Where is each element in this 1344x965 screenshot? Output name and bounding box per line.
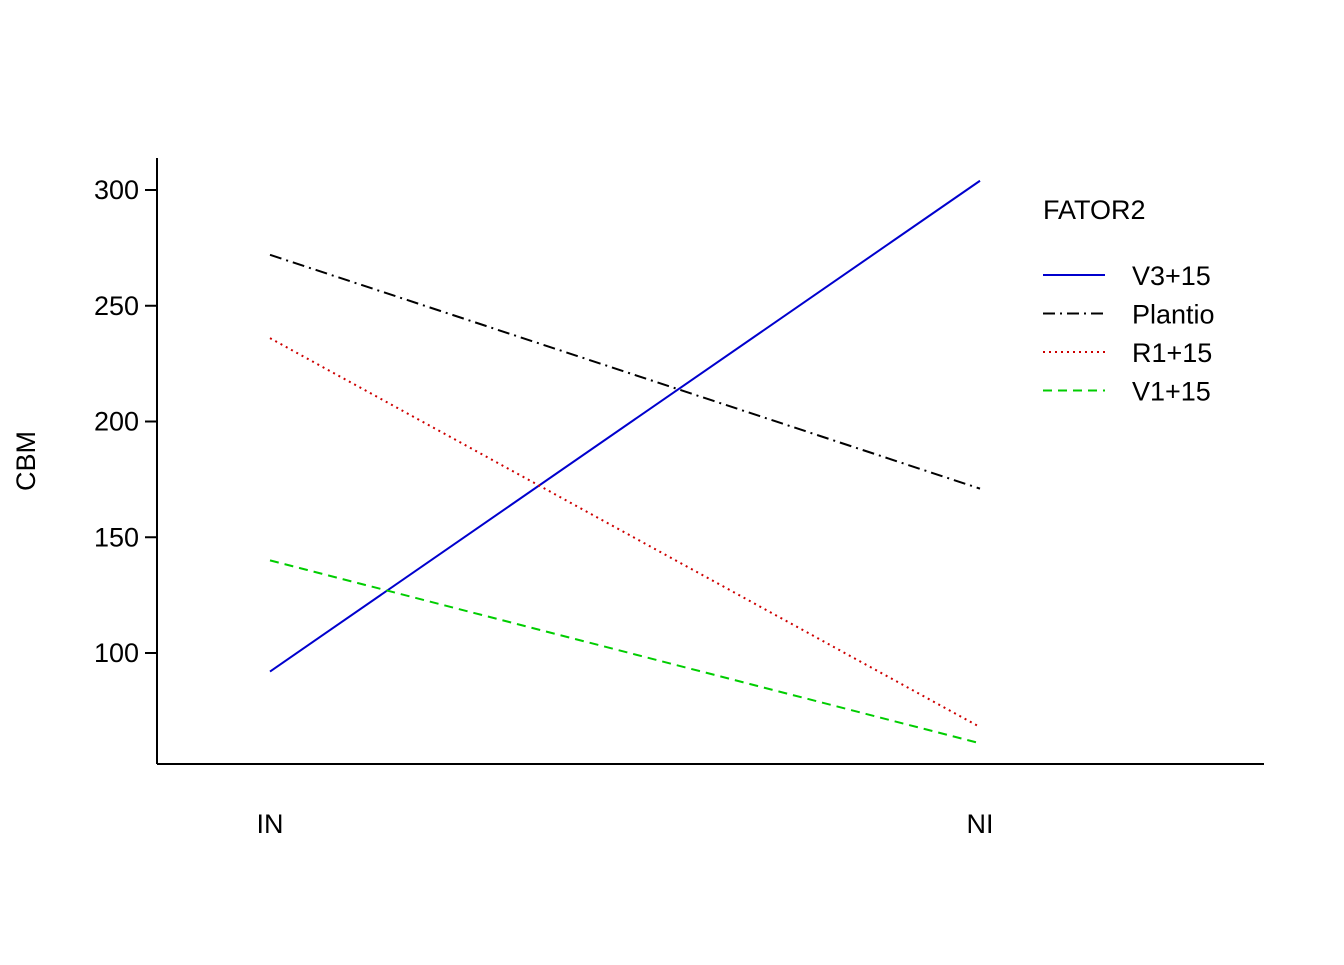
series-line-4 — [269, 559, 981, 745]
legend-title: FATOR2 — [1043, 195, 1146, 225]
y-tick-label: 300 — [94, 175, 139, 205]
y-tick-label: 250 — [94, 291, 139, 321]
series-line-3 — [269, 337, 981, 728]
legend-label: V3+15 — [1132, 261, 1211, 291]
legend: FATOR2 V3+15 Plantio R1+15 V1+15 — [1043, 195, 1215, 407]
y-tick-label: 100 — [94, 638, 139, 668]
x-tick-label: IN — [257, 809, 284, 839]
legend-label: R1+15 — [1132, 338, 1212, 368]
series-lines — [269, 179, 981, 745]
y-tick-label: 150 — [94, 522, 139, 552]
x-tick-labels: IN NI — [257, 809, 994, 839]
series-line-2 — [269, 253, 981, 490]
y-ticks: 100 150 200 250 300 — [94, 175, 157, 668]
legend-label: Plantio — [1132, 300, 1215, 330]
y-tick-label: 200 — [94, 407, 139, 437]
x-tick-label: NI — [967, 809, 994, 839]
legend-label: V1+15 — [1132, 377, 1211, 407]
axes — [156, 158, 1264, 765]
y-axis-title: CBM — [11, 431, 41, 491]
series-line-1 — [269, 179, 981, 673]
